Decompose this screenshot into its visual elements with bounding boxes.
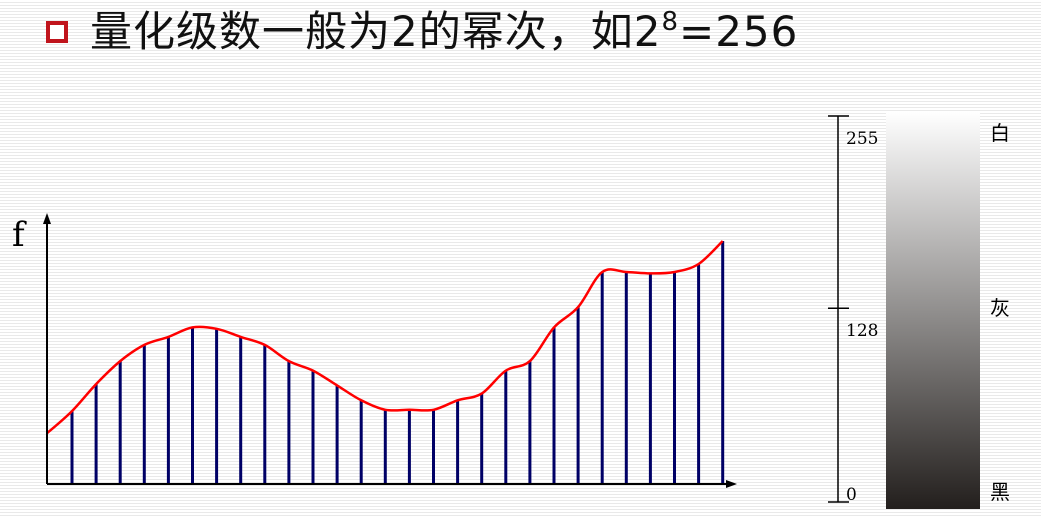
x-axis-arrow-icon xyxy=(726,480,737,488)
title-prefix: 量化级数一般为2的幂次，如2 xyxy=(90,7,662,56)
scale-ticks: 255 128 0 xyxy=(828,115,878,505)
label-white: 白 xyxy=(990,121,1010,145)
label-black: 黑 xyxy=(990,480,1010,504)
label-gray: 灰 xyxy=(990,296,1010,320)
signal-curve xyxy=(46,240,724,435)
gray-gradient-bar xyxy=(886,112,980,509)
title-suffix: =256 xyxy=(679,7,799,56)
signal-plot: f xyxy=(12,213,737,488)
y-axis-label: f xyxy=(12,215,27,255)
scale-tick-label: 0 xyxy=(846,485,857,505)
gray-scale: 255 128 0 白 灰 黑 xyxy=(828,112,1010,509)
scale-tick-label: 255 xyxy=(846,129,878,149)
square-bullet-icon xyxy=(46,21,68,43)
scale-tick-label: 128 xyxy=(846,321,878,341)
slide-title-row: 量化级数一般为2的幂次，如28=256 xyxy=(46,6,798,58)
slide-title: 量化级数一般为2的幂次，如28=256 xyxy=(90,6,798,58)
sample-bars xyxy=(70,241,725,484)
y-axis-arrow-icon xyxy=(43,213,51,224)
title-exponent: 8 xyxy=(661,7,679,37)
